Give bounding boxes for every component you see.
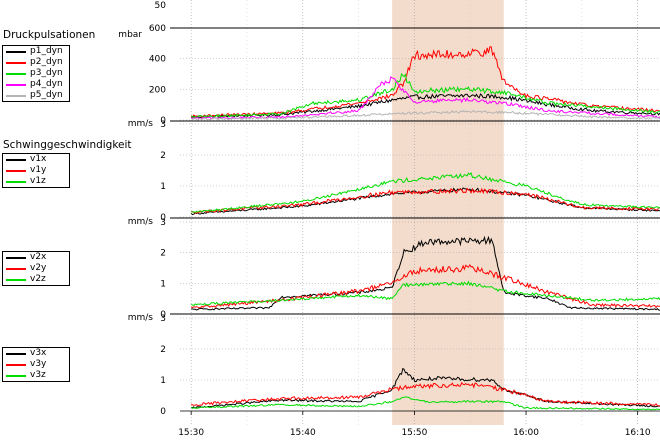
series-line-v2x [191, 235, 660, 311]
legend-label-p2_dyn: p2_dyn [30, 57, 63, 67]
panel-1-y-tick-label-2: 2 [160, 151, 166, 161]
legend-entry-p1_dyn: p1_dyn [3, 46, 69, 57]
legend-label-p4_dyn: p4_dyn [30, 79, 63, 89]
legend-entry-v2x: v2x [3, 252, 69, 263]
legend-label-p1_dyn: p1_dyn [30, 46, 63, 56]
panel-1-unit-label: mm/s [128, 119, 154, 129]
panel-0-extra-tick-label: 50 [155, 1, 167, 11]
legend-label-v2z: v2z [30, 274, 46, 284]
legend-entry-v1x: v1x [3, 154, 69, 165]
x-tick-label-0: 15:30 [178, 428, 204, 438]
panel-3-y-tick-label-1: 1 [160, 376, 166, 386]
legend-swatch-p5_dyn [6, 95, 26, 97]
series-line-v2z [190, 280, 660, 307]
legend-swatch-p1_dyn [6, 51, 26, 53]
panel-1-y-tick-label-3: 3 [160, 120, 166, 130]
highlight-band [392, 0, 504, 425]
legend-panel-1: v1x v1y v1z [2, 153, 70, 188]
series-line-p3_dyn [191, 72, 660, 119]
series-line-v1z [191, 172, 660, 213]
legend-swatch-v2z [6, 279, 26, 281]
legend-label-v1x: v1x [30, 154, 47, 164]
panel-2-y-tick-label-2: 2 [160, 249, 166, 259]
panel-3-y-tick-label-2: 2 [160, 345, 166, 355]
panel-2-y-tick-label-1: 1 [160, 279, 166, 289]
legend-swatch-v3x [6, 353, 26, 355]
panel-2-y-tick-label-3: 3 [160, 218, 166, 228]
panel-1-y-tick-label-0: 0 [160, 213, 166, 223]
legend-panel-0: p1_dyn p2_dyn p3_dyn p4_dyn p5_dyn [2, 45, 70, 102]
panel-2-unit-label: mm/s [128, 217, 154, 227]
panel-0-unit-label: mbar [118, 30, 142, 40]
panel-1-title: Schwinggeschwindigkeit [3, 139, 132, 151]
legend-label-p3_dyn: p3_dyn [30, 68, 63, 78]
legend-entry-v2y: v2y [3, 263, 69, 274]
panel-0-y-tick-label-0: 0 [160, 116, 166, 126]
legend-entry-p2_dyn: p2_dyn [3, 57, 69, 68]
legend-entry-v1z: v1z [3, 176, 69, 187]
legend-swatch-v1x [6, 159, 26, 161]
series-line-p1_dyn [190, 93, 660, 119]
series-line-v3z [190, 396, 660, 411]
legend-label-v1y: v1y [30, 165, 47, 175]
legend-label-v2x: v2x [30, 252, 47, 262]
x-tick-label-4: 16:10 [625, 428, 651, 438]
legend-swatch-v3z [6, 375, 26, 377]
series-line-v3y [190, 381, 660, 407]
legend-label-p5_dyn: p5_dyn [30, 90, 63, 100]
legend-entry-p3_dyn: p3_dyn [3, 68, 69, 79]
legend-swatch-p2_dyn [6, 62, 26, 64]
x-tick-label-2: 15:50 [401, 428, 427, 438]
legend-swatch-p4_dyn [6, 84, 26, 86]
legend-swatch-v2x [6, 257, 26, 259]
legend-entry-v2z: v2z [3, 274, 69, 285]
series-line-p5_dyn [190, 109, 660, 121]
legend-panel-3: v3x v3y v3z [2, 347, 70, 382]
legend-entry-v3x: v3x [3, 348, 69, 359]
panel-1-y-tick-label-1: 1 [160, 182, 166, 192]
panel-0-y-tick-label-3: 600 [149, 24, 166, 34]
x-tick-label-1: 15:40 [290, 428, 316, 438]
legend-entry-v3z: v3z [3, 370, 69, 381]
legend-entry-v3y: v3y [3, 359, 69, 370]
legend-swatch-v1z [6, 181, 26, 183]
panel-0-y-tick-label-1: 200 [149, 85, 166, 95]
panel-3-unit-label: mm/s [128, 313, 154, 323]
series-line-v1y [191, 187, 660, 214]
legend-label-v3y: v3y [30, 359, 47, 369]
legend-label-v3z: v3z [30, 370, 46, 380]
legend-swatch-v3y [6, 364, 26, 366]
panel-2-y-tick-label-0: 0 [160, 310, 166, 320]
legend-swatch-v1y [6, 170, 26, 172]
panel-0-title: Druckpulsationen [3, 29, 96, 41]
panel-3-y-tick-label-0: 0 [160, 407, 166, 417]
legend-swatch-p3_dyn [6, 73, 26, 75]
panel-3-y-tick-label-3: 3 [160, 314, 166, 324]
panel-0-y-tick-label-2: 400 [149, 55, 166, 65]
legend-entry-p4_dyn: p4_dyn [3, 79, 69, 90]
legend-swatch-v2y [6, 268, 26, 270]
legend-panel-2: v2x v2y v2z [2, 251, 70, 286]
legend-label-v1z: v1z [30, 176, 46, 186]
legend-entry-p5_dyn: p5_dyn [3, 90, 69, 101]
legend-entry-v1y: v1y [3, 165, 69, 176]
legend-label-v3x: v3x [30, 348, 47, 358]
x-tick-label-3: 16:00 [513, 428, 539, 438]
legend-label-v2y: v2y [30, 263, 47, 273]
